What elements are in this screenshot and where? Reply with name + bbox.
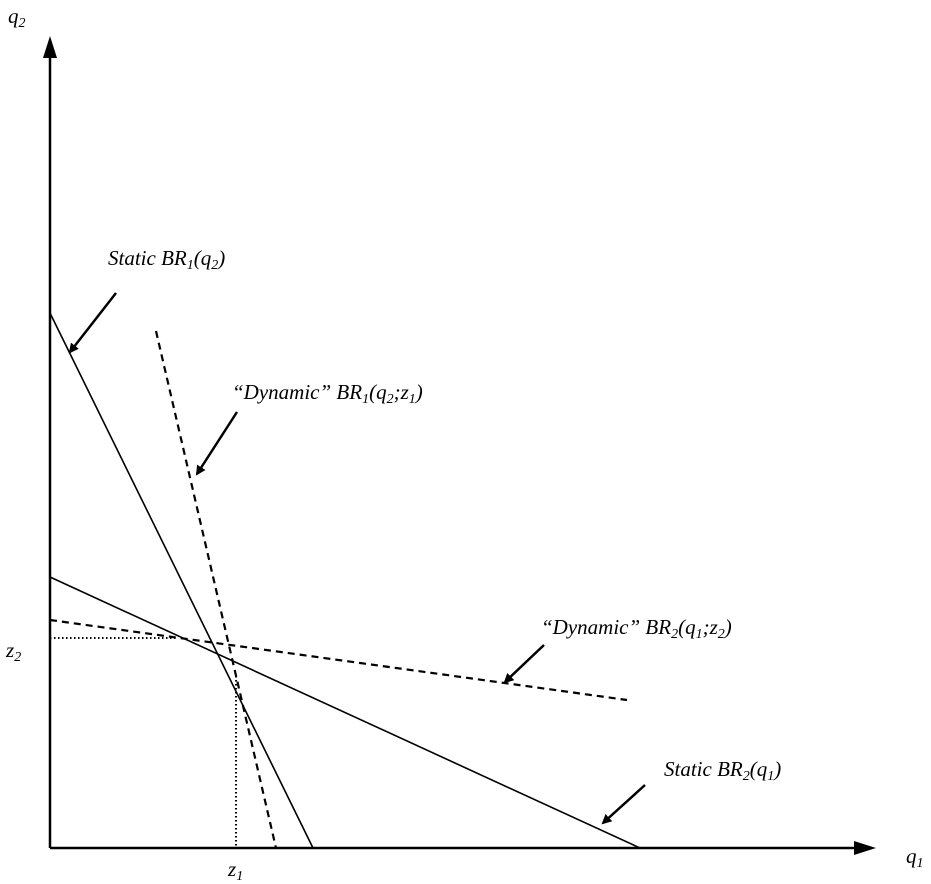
static-br1-line bbox=[49, 312, 314, 849]
static-br2-pointer bbox=[601, 784, 646, 825]
static-br1-label-sub: 1 bbox=[186, 258, 194, 273]
z1-label-sub: 1 bbox=[236, 869, 244, 884]
dynamic-br2-pointer bbox=[503, 644, 545, 684]
dynamic-br1-label-sep: ;z bbox=[393, 380, 409, 404]
dynamic-br1-label-sub2: 2 bbox=[386, 392, 394, 407]
dynamic-br1-label-arg: (q bbox=[369, 380, 387, 404]
dynamic-br2-label-sub2: 1 bbox=[695, 627, 703, 642]
static-br2-label-text: Static BR bbox=[664, 757, 743, 781]
y-axis-label-base: q bbox=[8, 4, 19, 28]
dynamic-br2-label-sep: ;z bbox=[702, 615, 718, 639]
dynamic-br1-label-sub: 1 bbox=[362, 392, 370, 407]
dynamic-br1-line bbox=[154, 330, 278, 849]
static-br1-label-arg: (q bbox=[193, 246, 212, 270]
static-br2-label-close: ) bbox=[774, 757, 782, 781]
dynamic-br2-label-sub3: 2 bbox=[717, 627, 725, 642]
x-axis-label: q1 bbox=[906, 844, 924, 871]
dynamic-br2-label-text: “Dynamic” BR bbox=[541, 615, 672, 639]
z1-label: z1 bbox=[228, 857, 243, 884]
static-br1-label-sub2: 2 bbox=[211, 258, 219, 273]
dynamic-br2-line bbox=[49, 618, 628, 702]
dynamic-br2-label-close: ) bbox=[724, 615, 732, 639]
static-br2-label-arg: (q bbox=[749, 757, 768, 781]
z2-label-sub: 2 bbox=[14, 650, 22, 665]
dynamic-br1-label-close: ) bbox=[415, 380, 423, 404]
dynamic-br1-pointer bbox=[195, 411, 239, 476]
static-br2-label: Static BR2(q1) bbox=[664, 757, 782, 784]
dynamic-br2-label-sub: 2 bbox=[671, 627, 679, 642]
dynamic-br2-label-arg: (q bbox=[678, 615, 696, 639]
dynamic-br1-label: “Dynamic” BR1(q2;z1) bbox=[232, 380, 423, 407]
x-axis-label-base: q bbox=[906, 844, 917, 868]
z2-label-base: z bbox=[6, 638, 15, 662]
z2-label: z2 bbox=[6, 638, 21, 665]
y-axis-label-sub: 2 bbox=[18, 16, 26, 31]
static-br2-label-sub2: 1 bbox=[767, 769, 775, 784]
y-axis-arrow bbox=[43, 36, 57, 58]
static-br1-label-close: ) bbox=[218, 246, 226, 270]
x-axis-label-sub: 1 bbox=[916, 856, 924, 871]
z1-label-base: z bbox=[228, 857, 237, 881]
dynamic-br1-label-text: “Dynamic” BR bbox=[232, 380, 363, 404]
x-axis-arrow bbox=[854, 841, 876, 855]
y-axis-label: q2 bbox=[8, 4, 26, 31]
static-br1-label-text: Static BR bbox=[108, 246, 187, 270]
dynamic-br2-label: “Dynamic” BR2(q1;z2) bbox=[541, 615, 732, 642]
static-br2-label-sub: 2 bbox=[742, 769, 750, 784]
dynamic-br1-label-sub3: 1 bbox=[408, 392, 416, 407]
static-br2-line bbox=[49, 576, 641, 849]
static-br1-pointer bbox=[68, 292, 117, 354]
static-br1-label: Static BR1(q2) bbox=[108, 246, 226, 273]
